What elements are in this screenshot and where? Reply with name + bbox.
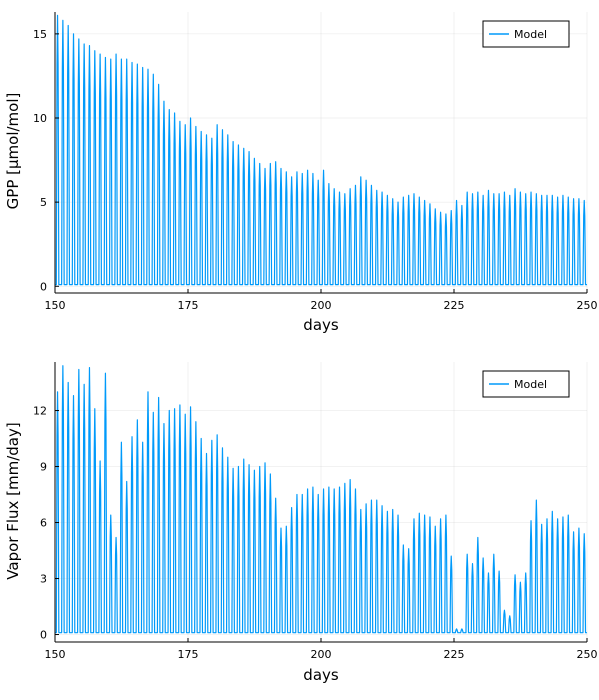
y-tick-label: 5 xyxy=(40,196,47,209)
y-axis-label: GPP [μmol/mol] xyxy=(4,93,22,210)
x-axis-label: days xyxy=(303,666,339,684)
legend: Model xyxy=(482,370,570,398)
y-tick-label: 9 xyxy=(40,461,47,474)
series-line-model xyxy=(55,365,587,634)
legend: Model xyxy=(482,20,570,48)
x-tick-label: 200 xyxy=(311,648,332,661)
x-axis-label: days xyxy=(303,316,339,334)
x-tick-label: 225 xyxy=(444,299,465,312)
y-tick-label: 10 xyxy=(33,112,47,125)
x-tick-label: 150 xyxy=(45,648,66,661)
y-tick-label: 12 xyxy=(33,405,47,418)
x-tick-label: 175 xyxy=(178,299,199,312)
legend-label: Model xyxy=(514,28,547,41)
y-tick-label: 0 xyxy=(40,629,47,642)
y-tick-label: 6 xyxy=(40,517,47,530)
x-tick-label: 250 xyxy=(577,648,598,661)
x-tick-label: 150 xyxy=(45,299,66,312)
y-tick-label: 15 xyxy=(33,28,47,41)
x-tick-label: 250 xyxy=(577,299,598,312)
chart-panel-1: 150 175 200 225 250 0 5 10 15 days GPP [μmol/mol] M… xyxy=(4,12,598,334)
y-tick-label: 3 xyxy=(40,573,47,586)
chart-panel-2: 150 175 200 225 250 0 3 6 9 12 days Vapor Flux [mm/… xyxy=(4,362,598,684)
y-tick-label: 0 xyxy=(40,280,47,293)
x-tick-label: 225 xyxy=(444,648,465,661)
x-tick-label: 175 xyxy=(178,648,199,661)
y-axis-label: Vapor Flux [mm/day] xyxy=(4,422,22,579)
series-line-model xyxy=(55,14,587,286)
legend-label: Model xyxy=(514,378,547,391)
x-tick-label: 200 xyxy=(311,299,332,312)
